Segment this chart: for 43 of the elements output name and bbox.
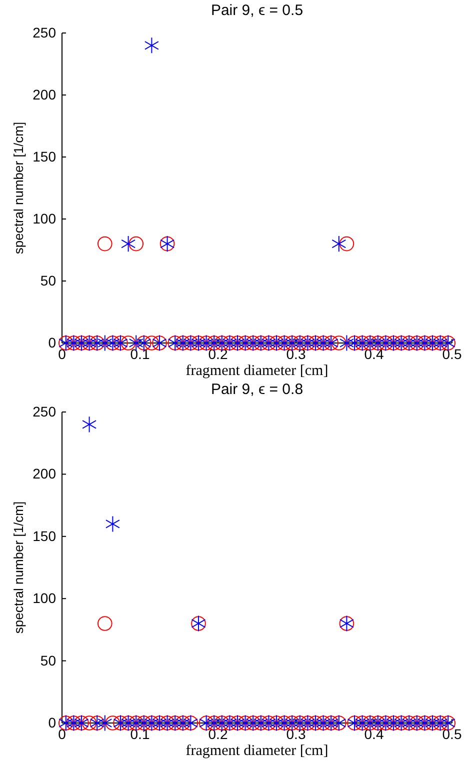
point [339,236,354,252]
y-tick-label: 150 [32,148,56,164]
y-tick-label: 0 [48,334,56,350]
point [97,236,112,252]
x-tick-label: 0 [58,346,66,362]
y-tick-label: 150 [32,528,56,544]
x-tick-label: 0.1 [130,726,150,742]
chart-title: Pair 9, ϵ = 0.5 [210,2,304,19]
point [144,336,160,350]
y-tick-label: 250 [32,403,56,420]
point [331,336,346,350]
point [82,716,97,730]
point [98,714,112,732]
point [121,236,136,252]
point [128,236,144,252]
x-tick-label: 0.4 [364,726,384,742]
x-axis-title: fragment diameter [cm] [186,363,328,379]
y-tick-label: 0 [48,714,56,730]
chart-title: Pair 9, ϵ = 0.8 [210,381,304,398]
point [98,334,112,352]
point [105,516,120,532]
point [332,236,346,252]
x-tick-label: 0.5 [442,726,462,742]
y-tick-label: 50 [40,272,56,288]
x-tick-label: 0 [58,726,66,742]
y-axis-title: spectral number [1/cm] [11,122,26,254]
y-tick-label: 200 [32,86,56,102]
x-tick-label: 0.1 [130,346,150,362]
y-tick-label: 250 [32,24,56,40]
y-axis-title: spectral number [1/cm] [11,501,26,634]
point [144,37,159,54]
point [339,334,354,352]
x-axis-title: fragment diameter [cm] [186,743,328,759]
y-tick-label: 100 [32,590,56,606]
x-tick-label: 0.4 [364,346,384,362]
point [105,716,120,730]
x-tick-label: 0.5 [442,346,462,362]
y-tick-label: 100 [32,210,56,226]
point [120,336,136,350]
y-tick-label: 200 [32,466,56,482]
point [97,616,112,631]
y-tick-label: 50 [40,652,56,668]
point [82,416,97,433]
